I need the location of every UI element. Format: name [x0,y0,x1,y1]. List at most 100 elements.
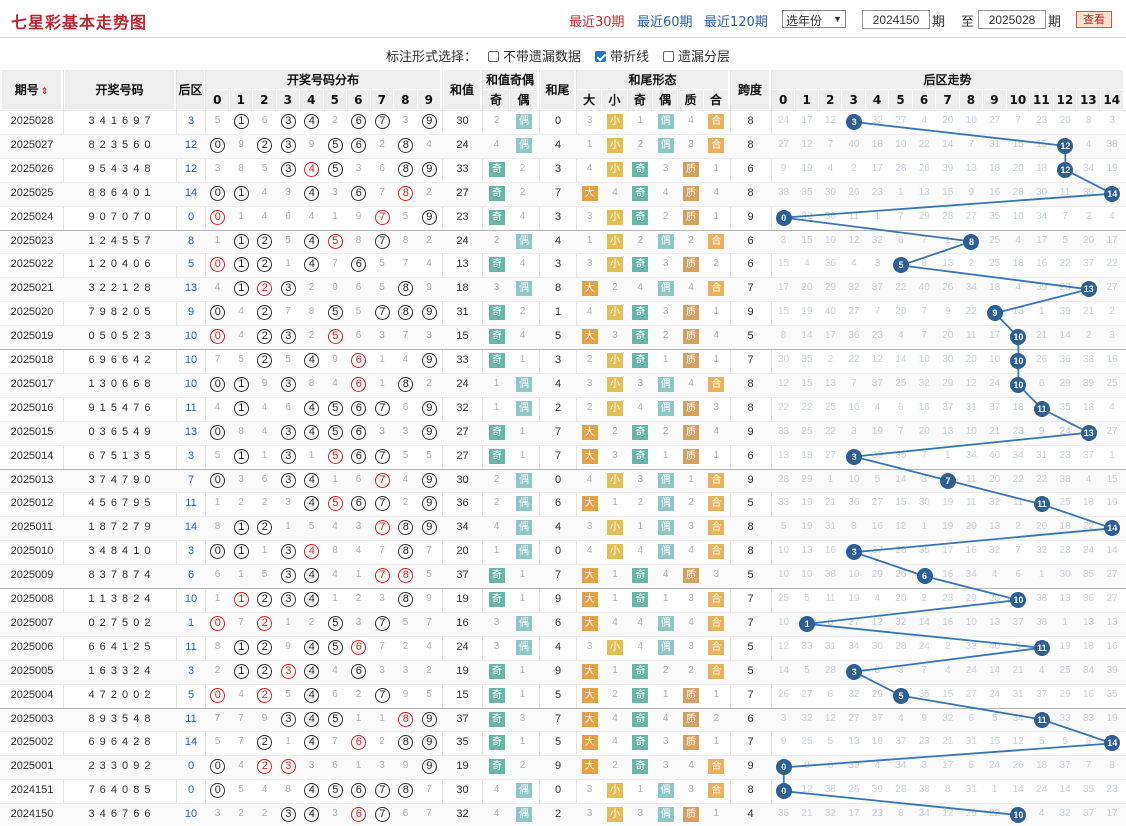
tail-prime-tag: 质 [683,735,699,751]
options-label: 标注形式选择： [386,50,478,65]
back-trend-miss: 5 [968,760,974,772]
tail-form-miss: 1 [688,473,694,485]
back-trend-miss: 10 [895,138,907,150]
period-60-link[interactable]: 最近60期 [637,15,693,30]
tail-form-miss: 3 [586,784,593,796]
tail-comp-tag: 合 [708,472,725,488]
back-trend-miss: 38 [824,784,836,796]
dist-ball: 6 [351,639,367,655]
option-layered[interactable]: 遗漏分层 [663,46,730,65]
back-trend-miss: 20 [942,115,954,126]
query-button[interactable]: 查看 [1076,11,1112,28]
back-digit-head: 14 [1100,90,1124,110]
tail-prime-tag: 质 [683,329,699,345]
back-trend-miss: 30 [918,497,930,509]
back-trend-miss: 25 [777,593,790,604]
tail-form-miss: 2 [637,234,644,246]
period-30-link[interactable]: 最近30期 [569,15,625,30]
tail-prime-tag: 质 [683,353,699,368]
draw-numbers: 8 2 3 5 6 0 [88,138,152,151]
option-no-missing[interactable]: 不带遗漏数据 [488,46,581,65]
tail-form-miss: 1 [713,808,720,820]
dist-miss: 7 [214,354,221,365]
span-cell: 8 [747,784,754,797]
back-trend-dot: 14 [1104,185,1121,202]
dist-miss: 4 [261,401,268,413]
back-trend-miss: 7 [921,234,928,246]
back-trend-miss: 16 [1036,258,1048,270]
tail-form-miss: 4 [688,377,694,389]
back-trend-miss: 14 [1012,784,1024,796]
dist-ball: 4 [304,639,320,655]
back-number: 13 [184,425,198,438]
back-trend-dot: 10 [1010,376,1027,393]
dist-miss: 3 [238,473,244,485]
draw-numbers: 3 4 1 6 9 7 [88,115,152,127]
checkbox-no-missing[interactable] [488,51,499,62]
back-trend-miss: 14 [942,138,954,150]
sum-odd-tag: 奇 [489,424,505,440]
sort-icon[interactable]: ⇕ [40,87,49,97]
back-trend-miss: 7 [827,138,834,150]
dist-miss: 2 [402,640,409,652]
from-issue-input[interactable]: 2024150 [862,10,930,29]
back-trend-miss: 6 [968,712,974,724]
dist-miss: 9 [261,377,268,389]
back-trend-miss: 29 [824,282,836,294]
back-trend-miss: 13 [965,162,977,174]
option-polyline[interactable]: 带折线 [595,46,649,65]
back-trend-miss: 1 [1109,449,1115,461]
back-trend-miss: 9 [780,162,787,174]
tail-odd-tag: 奇 [632,353,649,368]
back-trend-miss: 12 [895,521,907,533]
back-trend-miss: 19 [1106,712,1118,724]
back-trend-miss: 8 [921,258,928,270]
checkbox-polyline[interactable] [595,51,606,62]
dist-miss: 7 [379,640,385,652]
dist-miss: 2 [332,115,338,126]
back-trend-miss: 14 [1059,784,1071,796]
back-trend-miss: 17 [989,330,1001,342]
tail-form-miss: 3 [688,784,694,796]
back-trend-miss: 18 [871,138,883,150]
checkbox-layered[interactable] [663,51,674,62]
back-trend-miss: 6 [898,401,904,413]
dist-ball: 7 [374,496,390,512]
dist-ball: 0 [210,472,226,488]
draw-numbers: 3 4 8 4 1 0 [88,545,152,558]
dist-ball: 9 [421,114,437,129]
dist-ball: 2 [257,329,273,345]
dist-ball: 7 [374,233,390,249]
row-divider [0,157,1126,159]
back-trend-miss: 4 [898,712,904,724]
back-trend-miss: 19 [1059,640,1071,652]
year-select[interactable]: 选年份 ▼ [782,10,846,28]
back-trend-miss: 32 [1059,808,1071,820]
back-trend-miss: 22 [1036,473,1048,485]
tail-form-miss: 3 [662,162,669,174]
dist-miss: 5 [355,306,362,318]
tail-odd-tag: 奇 [632,257,649,273]
dist-miss: 3 [402,664,409,676]
row-divider [0,659,1126,661]
tail-form-miss: 2 [662,425,669,437]
dist-ball: 7 [374,687,390,703]
tail-form-miss: 4 [586,473,593,485]
col-issue[interactable]: 期号 ⇕ [2,70,62,110]
to-issue-input[interactable]: 2025028 [978,10,1046,29]
tail-even-tag: 偶 [657,114,674,129]
period-120-link[interactable]: 最近120期 [704,15,768,30]
back-trend-miss: 12 [777,377,790,389]
back-trend-miss: 35 [918,545,930,557]
back-trend-miss: 37 [871,712,883,724]
back-trend-miss: 25 [801,425,813,437]
dist-miss: 4 [261,210,268,222]
back-trend-miss: 2 [921,593,928,604]
tail-form-miss: 2 [612,760,618,772]
back-trend-miss: 27 [777,138,790,150]
dist-ball: 9 [421,209,437,225]
back-trend-dot: 11 [1033,639,1050,656]
span-cell: 8 [747,186,754,199]
back-trend-miss: 16 [989,186,1001,198]
tail-form-miss: 3 [586,210,593,222]
